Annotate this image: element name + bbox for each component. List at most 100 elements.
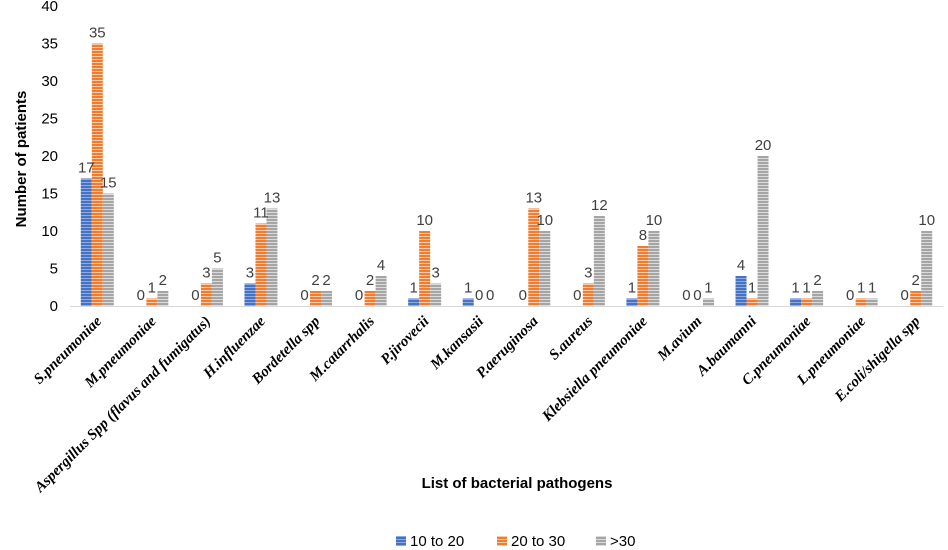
data-label: 3: [246, 265, 254, 282]
bars: [80, 43, 933, 306]
bar-30-14: [812, 291, 824, 306]
bar-10-to-20-13: [735, 276, 747, 306]
legend-label: 10 to 20: [410, 533, 464, 550]
bar-20-to-30-7: [419, 231, 431, 306]
legend-label: 20 to 30: [511, 533, 565, 550]
data-label: 0: [300, 287, 308, 304]
legend-swatch: [396, 536, 406, 546]
bar-20-to-30-15: [855, 298, 867, 306]
bar-10-to-20-1: [80, 178, 92, 306]
data-label: 1: [628, 280, 636, 297]
y-tick-label: 10: [41, 223, 58, 240]
data-label: 0: [682, 287, 690, 304]
y-tick-label: 5: [50, 261, 58, 278]
data-label: 5: [213, 250, 221, 267]
bar-20-to-30-13: [746, 298, 758, 306]
data-label: 1: [748, 280, 756, 297]
bar-10-to-20-4: [244, 283, 256, 306]
category-label: Klebsiella pneumoniae: [539, 313, 651, 425]
data-label: 1: [704, 280, 712, 297]
data-label: 3: [584, 265, 592, 282]
data-label: 12: [591, 197, 608, 214]
bar-30-12: [702, 298, 714, 306]
bar-30-10: [593, 216, 605, 306]
bar-20-to-30-4: [255, 223, 267, 306]
data-label: 0: [846, 287, 854, 304]
bar-20-to-30-9: [528, 208, 540, 306]
bar-20-to-30-10: [582, 283, 594, 306]
data-label: 11: [253, 205, 269, 222]
bar-30-5: [321, 291, 333, 306]
data-label: 1: [802, 280, 810, 297]
data-label: 2: [311, 272, 319, 289]
y-tick-label: 0: [50, 298, 58, 315]
data-label: 0: [573, 287, 581, 304]
bar-30-11: [648, 231, 660, 306]
bar-20-to-30-16: [910, 291, 922, 306]
bar-30-7: [430, 283, 442, 306]
bar-10-to-20-14: [790, 298, 802, 306]
legend-swatch: [497, 536, 507, 546]
legend-label: >30: [610, 533, 635, 550]
bar-10-to-20-7: [408, 298, 420, 306]
data-label: 0: [137, 287, 145, 304]
category-label: P.jirovecii: [378, 313, 433, 368]
data-label: 2: [813, 272, 821, 289]
data-label: 1: [464, 280, 472, 297]
bar-30-16: [921, 231, 933, 306]
y-tick-label: 30: [41, 73, 58, 90]
y-tick-label: 40: [41, 0, 58, 15]
bar-30-4: [266, 208, 278, 306]
data-label: 3: [202, 265, 210, 282]
bar-20-to-30-11: [637, 246, 649, 306]
bar-20-to-30-6: [364, 291, 376, 306]
data-label: 1: [868, 280, 876, 297]
bar-30-13: [757, 156, 769, 306]
data-label: 4: [377, 257, 385, 274]
data-label: 35: [89, 25, 106, 42]
data-label: 10: [536, 212, 553, 229]
data-label: 8: [639, 227, 647, 244]
legend-swatch: [596, 536, 606, 546]
data-label: 10: [918, 212, 935, 229]
data-label: 2: [322, 272, 330, 289]
y-tick-label: 25: [41, 111, 58, 128]
y-axis-title: Number of patients: [13, 91, 30, 228]
bar-10-to-20-8: [462, 298, 474, 306]
bar-10-to-20-11: [626, 298, 638, 306]
y-axis-ticks: 0 5 10 15 20 25 30 35 40: [41, 0, 58, 315]
data-label: 2: [912, 272, 920, 289]
data-label: 1: [409, 280, 417, 297]
bar-20-to-30-2: [146, 298, 158, 306]
data-label: 0: [355, 287, 363, 304]
bar-30-6: [375, 276, 387, 306]
data-label: 10: [416, 212, 433, 229]
data-label: 1: [148, 280, 156, 297]
bar-30-2: [157, 291, 169, 306]
data-label: 0: [901, 287, 909, 304]
data-label: 13: [525, 190, 542, 207]
bar-30-15: [866, 298, 878, 306]
y-tick-label: 35: [41, 36, 58, 53]
bar-20-to-30-14: [801, 298, 813, 306]
data-label: 4: [737, 257, 745, 274]
data-label: 0: [486, 287, 494, 304]
x-axis-title: List of bacterial pathogens: [422, 475, 613, 492]
bar-20-to-30-5: [310, 291, 322, 306]
data-label: 10: [646, 212, 663, 229]
data-label: 0: [519, 287, 527, 304]
data-label: 1: [857, 280, 865, 297]
data-label: 0: [191, 287, 199, 304]
data-label: 3: [431, 265, 439, 282]
data-label: 0: [693, 287, 701, 304]
data-label: 15: [100, 175, 117, 192]
data-label: 17: [78, 160, 95, 177]
data-label: 0: [475, 287, 483, 304]
y-tick-label: 15: [41, 186, 58, 203]
bar-20-to-30-1: [91, 43, 103, 306]
bar-30-3: [211, 268, 223, 306]
category-label: S.aureus: [546, 313, 596, 363]
